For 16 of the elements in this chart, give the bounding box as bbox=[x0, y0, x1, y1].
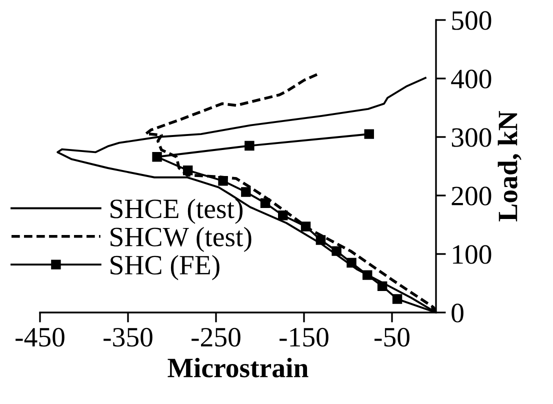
x-tick-label: -250 bbox=[192, 328, 240, 347]
x-tick-label: -350 bbox=[104, 328, 152, 347]
y-tick-label: 400 bbox=[451, 70, 492, 88]
y-tick-label: 500 bbox=[452, 11, 492, 30]
y-tick-label: 300 bbox=[452, 128, 492, 147]
x-tick-label: -450 bbox=[16, 328, 64, 347]
y-axis-title: Load, kN bbox=[498, 111, 522, 222]
y-tick-label: 200 bbox=[452, 186, 492, 206]
x-tick-label: -150 bbox=[280, 328, 328, 347]
y-tick-label: 100 bbox=[453, 245, 492, 264]
legend-label: SHCW (test) bbox=[110, 226, 252, 252]
x-axis-title: Microstrain bbox=[168, 358, 308, 378]
y-tick-label: 0 bbox=[452, 304, 464, 322]
x-tick-label: -50 bbox=[374, 328, 410, 347]
legend-label: SHCE (test) bbox=[110, 198, 243, 224]
legend-label: SHC (FE) bbox=[110, 255, 220, 280]
